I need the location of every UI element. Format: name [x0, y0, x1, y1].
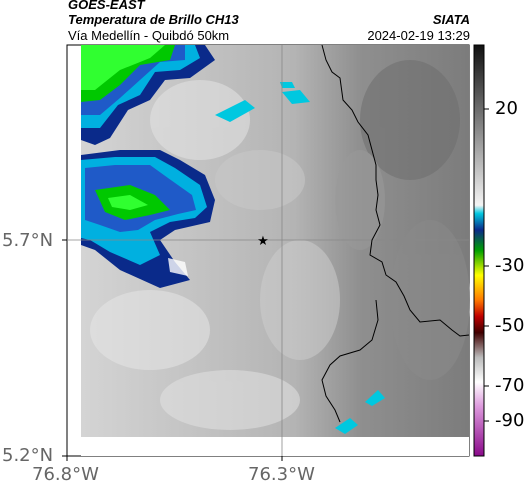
colorbar-label-minus50: -50: [495, 315, 525, 336]
lat-label-5.7: 5.7°N: [2, 230, 54, 251]
lat-label-5.2: 5.2°N: [2, 445, 54, 466]
lon-label-76.3: 76.3°W: [248, 464, 315, 485]
product-title: Temperatura de Brillo CH13: [68, 12, 239, 27]
region-subtitle: Vía Medellín - Quibdó 50km: [68, 28, 230, 43]
satellite-title: GOES-EAST: [68, 0, 145, 12]
no-data-strip: [81, 437, 469, 456]
colorbar: [473, 44, 485, 457]
lon-label-76.8: 76.8°W: [32, 464, 99, 485]
cloud-texture: [90, 60, 470, 430]
colorbar-label-minus90: -90: [495, 410, 525, 431]
org-label: SIATA: [432, 12, 470, 27]
star-icon: ★: [257, 234, 269, 249]
colorbar-label-minus70: -70: [495, 375, 525, 396]
colorbar-label-minus30: -30: [495, 255, 525, 276]
datetime-label: 2024-02-19 13:29: [367, 28, 470, 43]
colorbar-label-20: 20: [495, 98, 518, 119]
cold-cloud-tops: [81, 45, 385, 434]
department-border: [321, 44, 470, 423]
